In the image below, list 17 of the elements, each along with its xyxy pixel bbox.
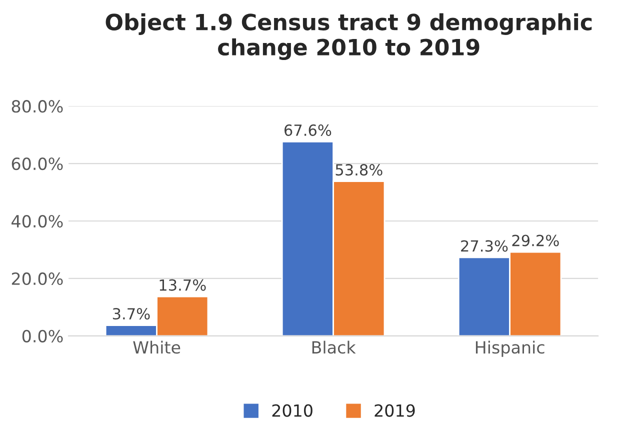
data-label: 27.3% [461, 240, 508, 252]
x-tick-label: Hispanic [476, 340, 544, 357]
data-label: 67.6% [284, 124, 332, 136]
y-tick-label: 60.0% [12, 158, 63, 170]
x-tick-label: White [133, 340, 180, 354]
data-label: 29.2% [512, 234, 559, 246]
x-tick-label: Black [312, 340, 356, 354]
legend-label: 2019 [374, 404, 415, 417]
chart-title: Object 1.9 Census tract 9 demographic change 2010 to 2019 [106, 13, 592, 60]
data-label: 3.7% [112, 308, 150, 320]
y-tick-label: 0.0% [22, 330, 63, 342]
data-label: 53.8% [336, 164, 382, 176]
y-tick-label: 80.0% [12, 100, 63, 113]
y-tick-label: 20.0% [12, 272, 63, 286]
data-label: 13.7% [160, 279, 206, 291]
y-tick-label: 40.0% [12, 214, 63, 228]
legend-label: 2010 [272, 404, 312, 417]
